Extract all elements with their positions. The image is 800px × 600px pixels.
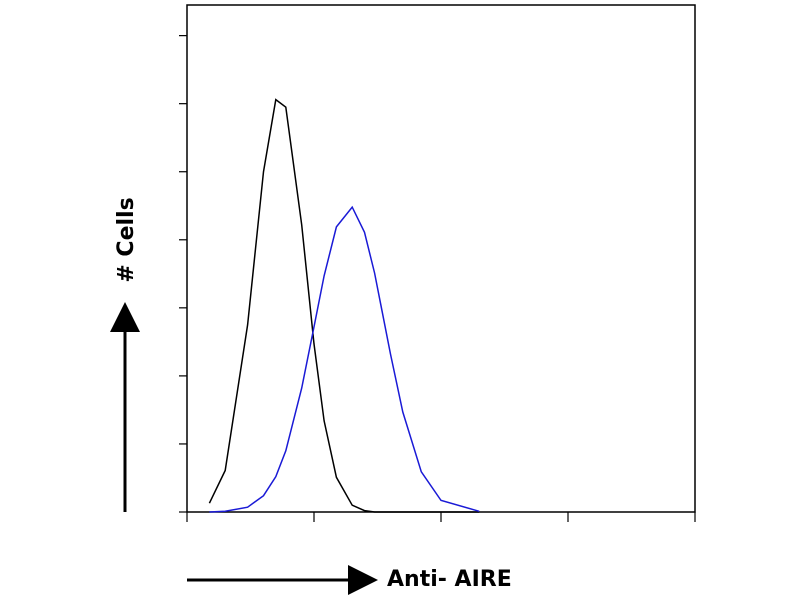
plot-frame	[186, 4, 696, 513]
histogram-line	[208, 98, 480, 513]
y-axis-label: # Cells	[114, 197, 139, 282]
x-axis-label: Anti- AIRE	[387, 567, 512, 592]
histogram-line	[209, 205, 480, 513]
